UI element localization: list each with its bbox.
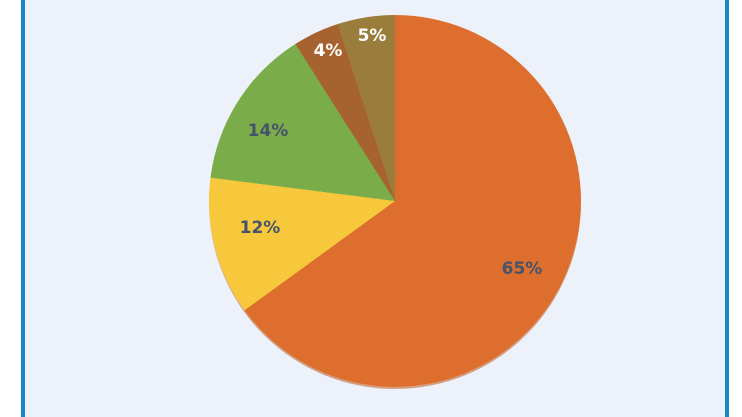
pie-slice-label: 5% [357, 26, 387, 46]
pie-slice-label: 4% [313, 41, 343, 61]
pie-slice-label: 65% [501, 259, 543, 279]
slide-panel: 65% 12% 14% 4% 5% [21, 0, 729, 417]
pie-slice-label: 14% [247, 121, 289, 141]
pie-slice-label: 12% [239, 218, 281, 238]
pie-chart[interactable]: 65% 12% 14% 4% 5% [209, 15, 581, 387]
